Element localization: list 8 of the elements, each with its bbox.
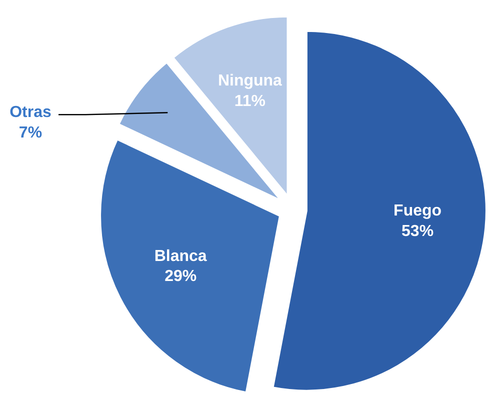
data-label: 29%: [164, 268, 197, 286]
slice-label: Otras: [10, 104, 52, 121]
data-label: 53%: [402, 223, 434, 240]
data-label: 7%: [18, 124, 42, 142]
slice-label: Ninguna: [218, 72, 282, 90]
slice-label: Blanca: [154, 248, 207, 265]
slice-label: Fuego: [394, 202, 442, 220]
data-label: 11%: [234, 93, 266, 110]
